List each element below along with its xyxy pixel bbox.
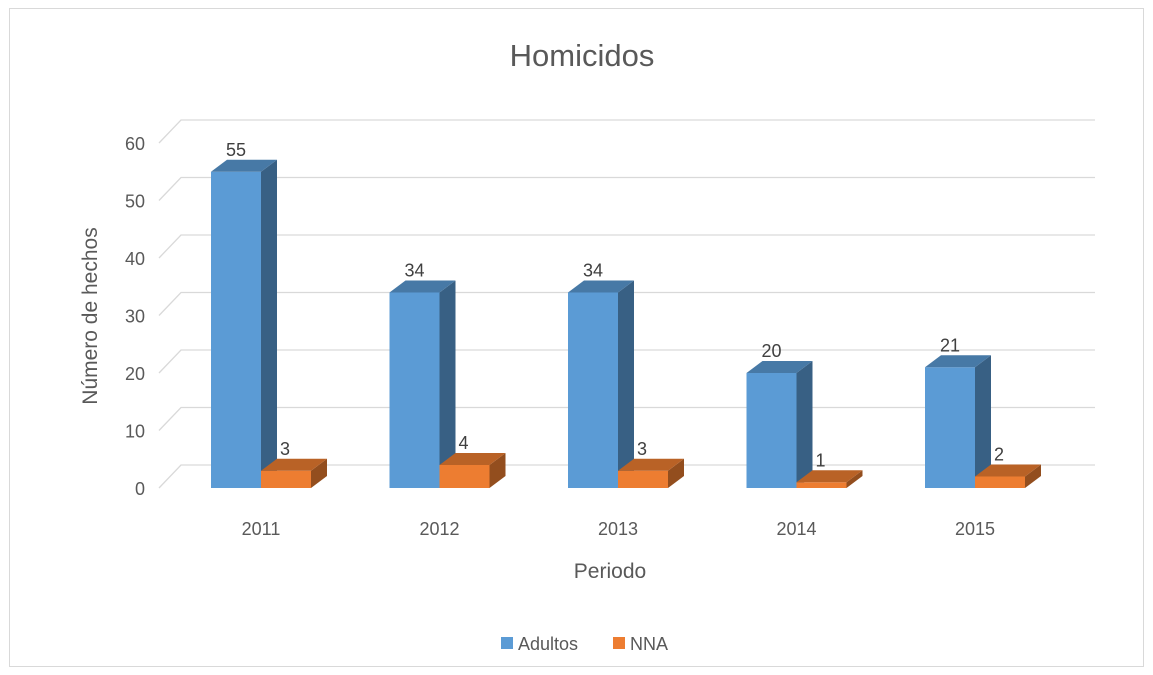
legend-label-nna: NNA (630, 634, 668, 654)
bar-front-face (618, 470, 668, 488)
bar-front-face (925, 367, 975, 488)
bar-nna-2015 (975, 464, 1041, 488)
bar-front-face (261, 470, 311, 488)
data-label: 20 (761, 341, 781, 361)
gridline (158, 176, 1095, 201)
bar-side-face (261, 159, 277, 488)
x-tick-label: 2014 (776, 519, 816, 539)
y-tick-label: 40 (125, 249, 145, 269)
bar-side-face (439, 280, 456, 488)
bar-top-face (568, 280, 634, 293)
gridline (158, 349, 1095, 374)
bar-side-face (668, 458, 684, 488)
bar-top-face (389, 280, 456, 293)
data-label: 4 (458, 433, 468, 453)
y-tick-label: 30 (125, 307, 145, 327)
bar-top-face (975, 464, 1041, 477)
legend-swatch-adultos (501, 637, 513, 649)
bar-adultos-2013 (568, 280, 634, 488)
bar-side-face (489, 453, 506, 488)
bar-front-face (746, 373, 797, 488)
data-label: 1 (815, 450, 825, 470)
data-label: 55 (226, 140, 246, 160)
x-axis-ticks: 2011 2012 2013 2014 2015 (242, 519, 995, 539)
bar-side-face (1025, 464, 1041, 488)
bar-adultos-2012 (389, 280, 456, 488)
data-label: 3 (280, 439, 290, 459)
bar-side-face (796, 361, 813, 488)
legend: Adultos NNA (501, 634, 668, 654)
y-axis-ticks: 0 10 20 30 40 50 60 (125, 134, 145, 499)
bar-adultos-2015 (925, 355, 991, 488)
bar-front-face (568, 292, 618, 488)
chart-frame (9, 8, 1144, 667)
x-tick-label: 2013 (598, 519, 638, 539)
chart-title: Homicidos (510, 38, 655, 73)
y-tick-label: 20 (125, 364, 145, 384)
data-label: 21 (940, 335, 960, 355)
bar-front-face (439, 465, 490, 488)
bar-nna-2013 (618, 458, 684, 488)
x-tick-label: 2015 (955, 519, 995, 539)
x-tick-label: 2011 (242, 519, 281, 539)
bar-adultos-2011 (211, 159, 277, 488)
data-label: 34 (404, 261, 424, 281)
gridline (158, 234, 1095, 259)
data-label: 3 (637, 439, 647, 459)
legend-label-adultos: Adultos (518, 634, 578, 654)
bar-top-face (618, 458, 684, 471)
bar-side-face (311, 458, 327, 488)
bar-top-face (746, 361, 813, 373)
bar-nna-2012 (439, 453, 506, 488)
bar-front-face (389, 292, 440, 488)
y-tick-label: 10 (125, 422, 145, 442)
legend-swatch-nna (613, 637, 625, 649)
x-tick-label: 2012 (419, 519, 459, 539)
data-labels: 55 3 34 4 34 3 20 1 21 2 (226, 140, 1004, 471)
bar-top-face (261, 458, 327, 471)
bars (211, 159, 1041, 488)
bar-side-face (846, 470, 863, 488)
bar-adultos-2014 (746, 361, 813, 488)
bar-front-face (975, 476, 1025, 488)
bar-side-face (975, 355, 991, 488)
bar-top-face (211, 159, 277, 172)
bar-top-face (439, 453, 506, 465)
y-tick-label: 60 (125, 134, 145, 154)
bar-top-face (796, 470, 863, 483)
data-label: 2 (994, 445, 1004, 465)
bar-top-face (925, 355, 991, 368)
y-tick-label: 0 (135, 479, 145, 499)
bar-side-face (618, 280, 634, 488)
bar-nna-2011 (261, 458, 327, 488)
bar-front-face (211, 171, 261, 488)
bar-nna-2014 (796, 470, 863, 488)
x-axis-title: Periodo (574, 560, 646, 583)
gridline (158, 291, 1095, 316)
gridline (158, 119, 1095, 144)
y-tick-label: 50 (125, 192, 145, 212)
y-axis-title: Número de hechos (79, 227, 102, 404)
data-label: 34 (583, 261, 603, 281)
bar-front-face (796, 482, 847, 488)
